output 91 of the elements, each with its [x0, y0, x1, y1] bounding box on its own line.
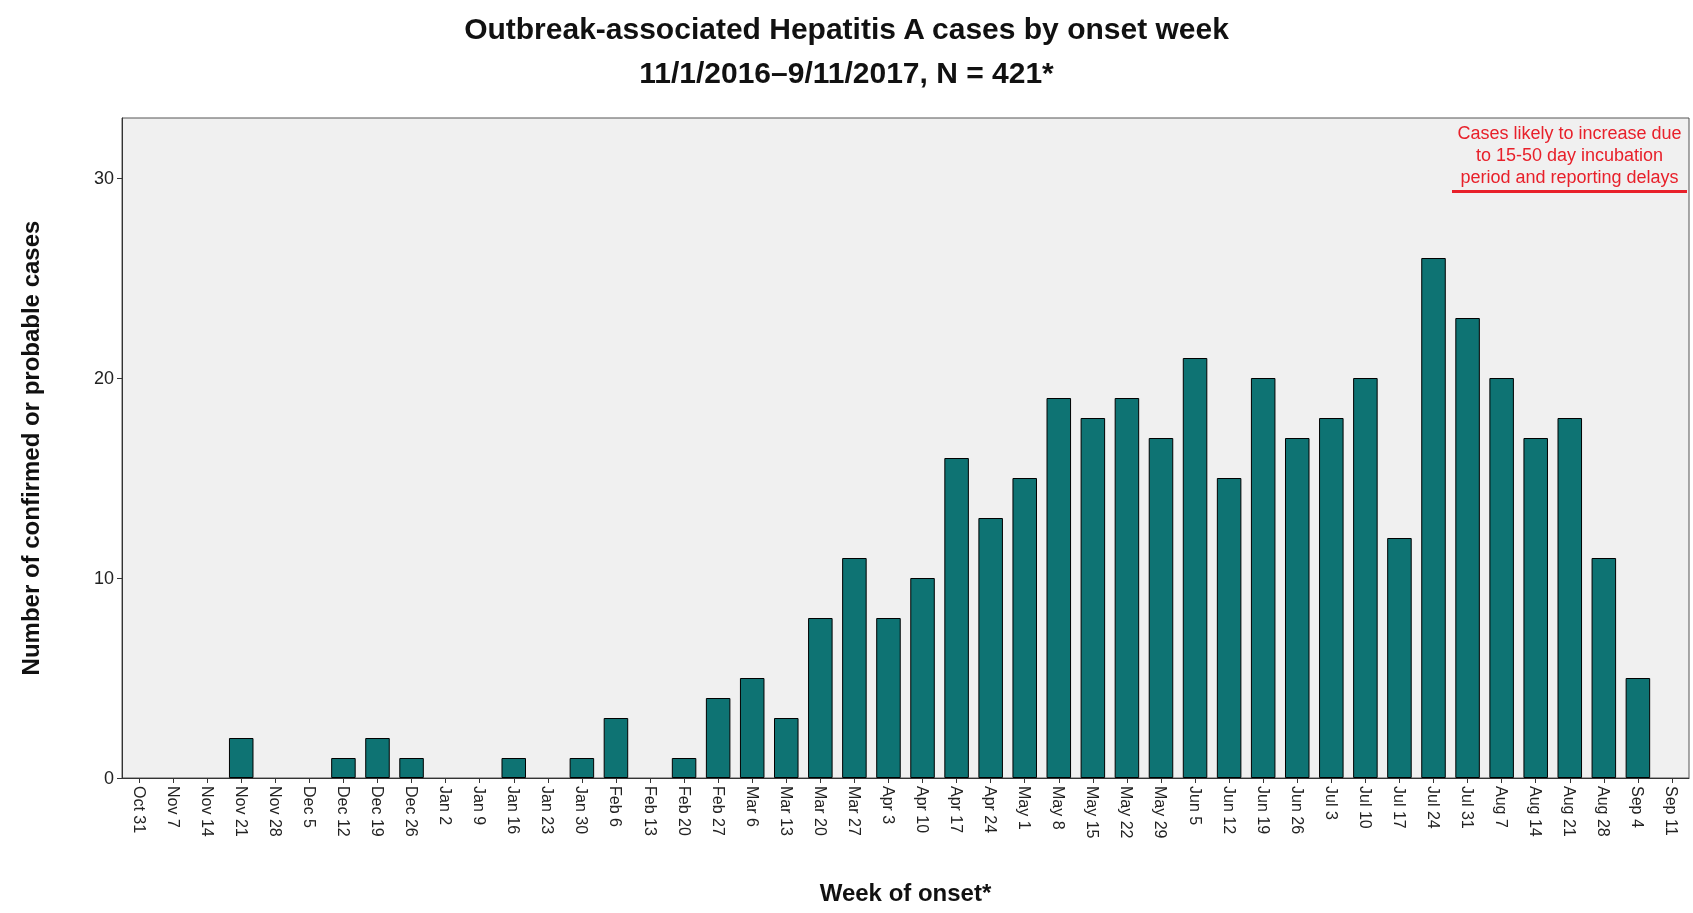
x-tick-label: Apr 24: [982, 786, 1000, 834]
bar: [1319, 418, 1344, 778]
x-tick-label: Mar 13: [777, 786, 795, 836]
bar: [1046, 398, 1072, 778]
x-tick-label: Feb 20: [675, 786, 693, 836]
bar: [1625, 678, 1651, 778]
x-tick-label: Jul 10: [1356, 786, 1374, 829]
x-tick-label: Jun 12: [1220, 786, 1238, 835]
x-tick-label: Oct 31: [130, 786, 148, 834]
bar: [1489, 378, 1514, 778]
bar: [1080, 418, 1106, 778]
x-tick-label: Jan 2: [437, 786, 455, 826]
bar: [774, 718, 799, 778]
bar: [842, 558, 867, 778]
bar: [808, 618, 833, 778]
x-tick-label: Sep 11: [1663, 786, 1681, 836]
x-tick-label: Jun 5: [1186, 786, 1204, 826]
y-tick-label: 0: [103, 768, 114, 788]
chart-subtitle: 11/1/2016–9/11/2017, N = 421*: [639, 55, 1055, 89]
x-tick-label: Nov 21: [232, 786, 250, 837]
x-tick-label: Mar 6: [743, 786, 761, 827]
x-tick-label: Jun 19: [1254, 786, 1272, 835]
x-tick-label: May 29: [1152, 786, 1170, 839]
x-tick-label: Feb 27: [709, 786, 727, 836]
x-tick-label: Apr 17: [948, 786, 966, 834]
bar: [399, 758, 424, 778]
x-tick-label: Nov 14: [198, 786, 216, 837]
x-tick-label: Nov 28: [266, 786, 284, 837]
chart-title: Outbreak-associated Hepatitis A cases by onset week: [464, 11, 1230, 45]
x-tick-label: Dec 19: [368, 786, 386, 837]
bar: [1591, 558, 1617, 778]
x-axis-title: Week of onset*: [819, 878, 992, 906]
bar: [671, 758, 697, 778]
bar: [228, 738, 254, 778]
x-tick-label: Dec 5: [300, 786, 318, 828]
x-tick-label: Dec 26: [403, 786, 421, 837]
bar: [1353, 378, 1378, 778]
x-tick-label: Aug 28: [1595, 786, 1613, 837]
bar: [705, 698, 731, 778]
bar: [1455, 318, 1480, 778]
x-tick-label: Apr 10: [914, 786, 932, 834]
bar: [1012, 478, 1037, 778]
bar: [1216, 478, 1242, 778]
annotation: Cases likely to increase due to 15-50 day incubation period and reporting delays: [1452, 122, 1687, 193]
x-tick-label: Jul 17: [1390, 786, 1408, 829]
bar: [1523, 438, 1548, 778]
bar: [365, 738, 390, 778]
x-tick-label: Dec 12: [334, 786, 352, 837]
bar: [910, 578, 935, 778]
bar: [501, 758, 527, 778]
y-tick-label: 10: [93, 568, 114, 588]
x-tick-label: May 8: [1050, 786, 1068, 830]
y-axis-title: Number of confirmed or probable cases: [16, 220, 44, 676]
x-tick-label: Jan 9: [471, 786, 489, 826]
bar: [1557, 418, 1583, 778]
x-tick-label: Aug 21: [1561, 786, 1579, 837]
x-tick-label: Apr 3: [879, 786, 897, 825]
x-tick-label: Jan 23: [539, 786, 557, 835]
x-tick-label: Jan 16: [505, 786, 523, 835]
bar: [1250, 378, 1276, 778]
x-tick-label: May 1: [1016, 786, 1034, 830]
bar: [1182, 358, 1208, 778]
x-tick-label: Aug 14: [1527, 786, 1545, 837]
bar: [978, 518, 1003, 778]
x-tick-label: Jan 30: [573, 786, 591, 835]
x-tick-label: Sep 4: [1629, 786, 1647, 828]
bar: [1148, 438, 1174, 778]
x-tick-label: Jul 31: [1459, 786, 1477, 829]
x-tick-label: Jul 24: [1425, 786, 1443, 829]
bar: [876, 618, 901, 778]
x-tick-label: Nov 7: [164, 786, 182, 828]
y-tick-label: 20: [93, 368, 114, 388]
x-tick-label: Mar 20: [811, 786, 829, 836]
x-tick-label: Mar 27: [845, 786, 863, 836]
bar: [569, 758, 595, 778]
x-tick-label: Feb 13: [641, 786, 659, 836]
bar: [739, 678, 765, 778]
bar: [944, 458, 969, 778]
x-tick-label: Jun 26: [1288, 786, 1306, 835]
x-tick-label: May 22: [1118, 786, 1136, 839]
bar: [1387, 538, 1412, 778]
x-tick-label: Jul 3: [1322, 786, 1340, 820]
bar: [1421, 258, 1446, 778]
bar: [603, 718, 629, 778]
x-tick-label: May 15: [1084, 786, 1102, 839]
bar: [331, 758, 356, 778]
bar: [1284, 438, 1310, 778]
x-tick-label: Feb 6: [607, 786, 625, 828]
bar: [1114, 398, 1140, 778]
y-tick-label: 30: [93, 168, 114, 188]
x-tick-label: Aug 7: [1493, 786, 1511, 828]
